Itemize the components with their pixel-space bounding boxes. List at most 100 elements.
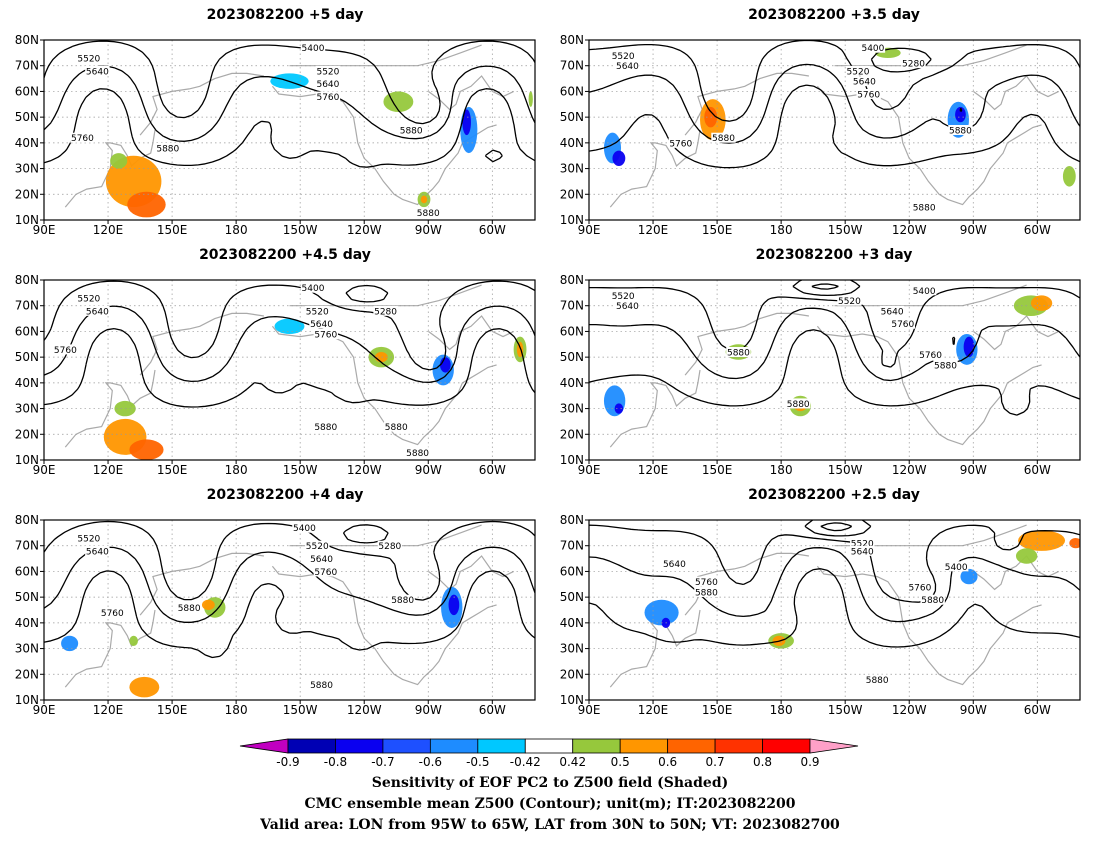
contour-label-bg: [920, 594, 945, 605]
grid-lines: [589, 280, 1080, 460]
lat-tick-label: 10N: [15, 453, 39, 467]
lat-tick-label: 20N: [560, 667, 584, 681]
contour-label-bg: [610, 290, 636, 301]
caption-line-1: Sensitivity of EOF PC2 to Z500 field (Sh…: [371, 775, 729, 791]
contour-label-bg: [662, 558, 687, 569]
contour-label: 5520: [306, 542, 329, 552]
contour-label: 5520: [847, 67, 870, 77]
panel-title-5: 2023082200 +4 day: [206, 487, 364, 503]
contour-label-bg: [726, 347, 751, 357]
contour-label-bg: [615, 60, 640, 71]
contour-label-bg: [398, 125, 424, 135]
contour-label: 5640: [881, 307, 904, 317]
contour-label: 5400: [913, 287, 936, 297]
lon-tick-label: 150W: [828, 223, 863, 235]
lat-tick-label: 30N: [560, 402, 584, 416]
contour-label: 5760: [71, 134, 94, 144]
colorbar-label: -0.9: [276, 755, 299, 769]
contour-label: 5640: [851, 547, 874, 557]
lon-tick-label: 150E: [157, 703, 188, 715]
lat-tick-label: 60N: [15, 564, 39, 578]
contour-label: 5760: [695, 578, 718, 588]
lat-tick-label: 80N: [15, 513, 39, 527]
contour-label: 5880: [913, 204, 936, 214]
contour-label: 5880: [156, 145, 179, 155]
grid-lines: [44, 280, 535, 460]
contour-label-bg: [879, 305, 905, 316]
colorbar-label: 0.5: [611, 755, 630, 769]
contour-label: 5760: [919, 351, 942, 361]
contour-label-bg: [305, 540, 330, 551]
map-panel-1: 5520 5640 5400 5520 5640 5760 5760 5880 5880 5880…: [0, 30, 550, 235]
lat-tick-label: 60N: [560, 564, 584, 578]
lat-tick-label: 50N: [560, 590, 584, 604]
lat-tick-label: 70N: [15, 299, 39, 313]
contour-label-bg: [85, 545, 110, 556]
colorbar-segment: [572, 738, 621, 754]
contour-label: 5760: [857, 91, 880, 101]
map-panel-4: 5520564055205400564057605760588058805880…: [545, 270, 1095, 475]
contour-label: 5640: [310, 320, 333, 330]
contour-label-bg: [315, 91, 341, 102]
contour-label: 5640: [86, 67, 109, 77]
lat-tick-label: 20N: [560, 427, 584, 441]
contour-label-bg: [309, 679, 334, 690]
contour-label: 5880: [712, 134, 735, 144]
lat-tick-label: 60N: [560, 324, 584, 338]
lat-tick-label: 30N: [560, 162, 584, 176]
caption-line-3: Valid area: LON from 95W to 65W, LAT fro…: [260, 817, 840, 833]
contour-label-bg: [70, 132, 95, 143]
contour-label-bg: [313, 329, 338, 339]
lon-tick-label: 90W: [415, 703, 442, 715]
contour-label: 5640: [86, 547, 109, 557]
lat-tick-label: 50N: [15, 110, 39, 124]
lon-tick-label: 90E: [578, 223, 601, 235]
colorbar-segment: [714, 738, 763, 754]
lon-tick-label: 120W: [347, 703, 382, 715]
colorbar-segment: [524, 738, 574, 754]
map-frame: [588, 519, 1081, 701]
grid-lines: [44, 40, 535, 220]
contour-label-bg: [860, 42, 886, 53]
lat-tick-label: 10N: [560, 693, 584, 707]
contour-label-bg: [300, 42, 326, 53]
contour-label: 5400: [293, 524, 316, 534]
lon-tick-label: 120E: [638, 703, 669, 715]
lon-tick-label: 150E: [157, 463, 188, 475]
contour-label-bg: [948, 125, 973, 135]
contour-label: 5400: [861, 44, 884, 54]
lat-tick-label: 20N: [15, 187, 39, 201]
lon-tick-label: 90E: [578, 703, 601, 715]
lon-tick-label: 90W: [960, 463, 987, 475]
contour-label: 5760: [314, 331, 337, 341]
contour-label-bg: [313, 566, 338, 577]
contour-label-bg: [309, 553, 334, 564]
lon-tick-label: 60W: [1024, 463, 1051, 475]
lat-tick-label: 60N: [15, 324, 39, 338]
lat-tick-label: 40N: [15, 136, 39, 150]
contour-label: 5640: [86, 307, 109, 317]
lat-tick-label: 10N: [15, 693, 39, 707]
lat-tick-label: 10N: [15, 213, 39, 227]
colorbar-segment: [477, 738, 526, 754]
contour-label-bg: [864, 674, 890, 685]
contour-label: 5520: [306, 307, 329, 317]
lon-tick-label: 120W: [892, 463, 927, 475]
sensitivity-shading: [105, 73, 533, 218]
z500-contours: [589, 40, 1080, 169]
contour-label-bg: [933, 359, 958, 370]
contour-label-bg: [390, 594, 415, 605]
lon-tick-label: 90E: [33, 703, 56, 715]
contour-label: 5880: [934, 361, 957, 371]
contour-label-bg: [615, 300, 640, 311]
lon-tick-label: 90W: [960, 703, 987, 715]
contour-label-bg: [911, 202, 937, 213]
lat-tick-label: 20N: [15, 667, 39, 681]
lon-tick-label: 180: [225, 703, 248, 715]
lon-tick-label: 60W: [479, 703, 506, 715]
contour-label: 5880: [314, 423, 337, 433]
contour-label-bg: [85, 65, 110, 76]
lat-tick-label: 40N: [560, 616, 584, 630]
contour-label-bg: [76, 53, 102, 63]
